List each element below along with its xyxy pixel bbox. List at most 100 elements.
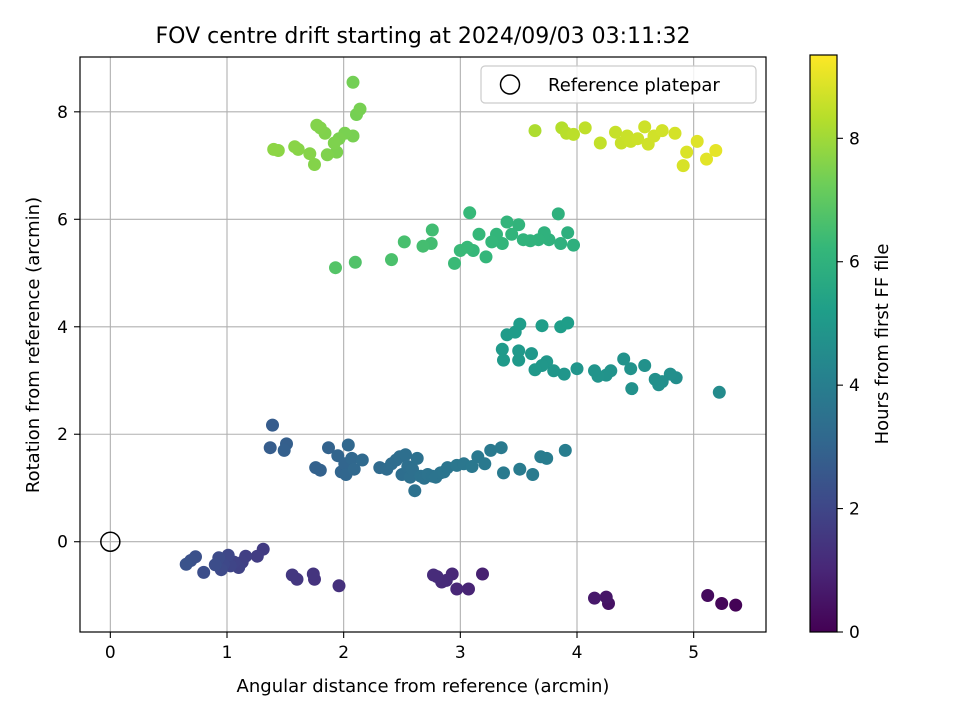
- data-point: [410, 451, 424, 465]
- data-point: [558, 443, 572, 457]
- plot-background: [80, 57, 766, 632]
- data-point: [588, 364, 601, 378]
- data-point: [479, 250, 493, 264]
- data-point: [310, 118, 324, 132]
- colorbar-tick-label: 8: [849, 129, 860, 149]
- data-point: [551, 207, 565, 221]
- data-point: [397, 235, 411, 249]
- x-tick-label: 4: [572, 643, 583, 663]
- data-point: [561, 316, 575, 330]
- data-point: [648, 372, 662, 386]
- data-point: [303, 147, 317, 161]
- data-point: [355, 453, 369, 467]
- data-point: [197, 565, 211, 579]
- colorbar-label: Hours from first FF file: [872, 244, 893, 445]
- data-point: [631, 132, 645, 146]
- data-point: [624, 362, 638, 376]
- data-point: [599, 590, 613, 604]
- data-point: [341, 438, 355, 452]
- data-point: [715, 597, 729, 610]
- data-point: [625, 382, 639, 396]
- data-point: [505, 227, 519, 241]
- data-point: [668, 126, 682, 140]
- data-point: [495, 342, 509, 356]
- data-point: [638, 359, 652, 372]
- data-point: [450, 582, 464, 596]
- data-point: [709, 144, 723, 157]
- data-point: [567, 127, 580, 141]
- data-point: [570, 362, 584, 376]
- data-point: [308, 158, 321, 171]
- data-point: [497, 466, 510, 480]
- y-tick-label: 0: [57, 533, 68, 553]
- data-point: [478, 457, 492, 471]
- data-point: [329, 261, 342, 275]
- x-tick-label: 1: [222, 643, 233, 663]
- colorbar-tick-label: 4: [849, 376, 860, 396]
- data-point: [425, 223, 439, 237]
- data-point: [500, 215, 514, 229]
- data-point: [332, 579, 346, 593]
- data-point: [593, 136, 607, 150]
- data-point: [516, 233, 530, 247]
- data-point: [638, 120, 652, 134]
- legend-marker: [499, 74, 521, 95]
- data-point: [567, 238, 580, 252]
- grid: [80, 57, 766, 632]
- y-tick-label: 8: [57, 103, 68, 123]
- data-point: [497, 353, 510, 367]
- data-point: [476, 567, 489, 581]
- data-point: [578, 121, 592, 135]
- data-point: [267, 142, 281, 156]
- data-point: [465, 460, 479, 473]
- data-point: [416, 239, 430, 253]
- data-point: [617, 352, 631, 366]
- x-axis-ticks: 0 1 2 3 4 5: [105, 632, 699, 663]
- y-tick-label: 2: [57, 425, 68, 445]
- data-point: [701, 589, 715, 602]
- data-point: [385, 253, 398, 267]
- data-point: [408, 484, 422, 498]
- data-point: [263, 441, 277, 455]
- x-tick-label: 2: [338, 643, 349, 663]
- data-point: [345, 451, 359, 465]
- colorbar-frame: [809, 54, 838, 633]
- data-point: [485, 235, 499, 249]
- y-axis-ticks: 0 2 4 6 8: [57, 103, 80, 553]
- x-tick-label: 0: [105, 643, 116, 663]
- colorbar-ticks: 0 2 4 6 8: [837, 129, 860, 643]
- data-point: [277, 443, 291, 457]
- y-tick-label: 4: [57, 318, 68, 338]
- data-point: [348, 255, 362, 269]
- x-tick-label: 5: [688, 643, 699, 663]
- data-point: [528, 124, 542, 138]
- colorbar: 0 2 4 6 8 Hours from first FF file: [809, 54, 893, 643]
- legend-label: Reference platepar: [548, 75, 720, 96]
- legend-box: [480, 65, 757, 104]
- data-point: [528, 363, 542, 377]
- chart-title: FOV centre drift starting at 2024/09/03 …: [156, 24, 691, 49]
- data-point: [399, 448, 412, 462]
- data-point: [676, 159, 690, 173]
- data-point: [320, 148, 334, 162]
- y-axis-label: Rotation from reference (arcmin): [23, 197, 44, 493]
- data-point: [535, 319, 549, 333]
- colorbar-gradient: [810, 55, 837, 632]
- colorbar-tick-label: 6: [849, 253, 860, 273]
- data-point: [179, 557, 193, 571]
- data-point: [588, 591, 601, 605]
- data-point: [513, 462, 527, 476]
- data-point: [690, 134, 704, 148]
- data-point: [346, 75, 360, 89]
- data-point: [561, 226, 575, 240]
- data-point: [347, 462, 361, 476]
- data-point: [427, 568, 440, 582]
- data-point: [306, 567, 320, 581]
- data-point: [655, 124, 669, 138]
- data-point: [700, 152, 713, 166]
- x-axis-label: Angular distance from reference (arcmin): [237, 676, 610, 697]
- plot-frame: [79, 56, 767, 633]
- data-point: [285, 568, 299, 582]
- data-point: [554, 237, 568, 250]
- data-point: [525, 347, 538, 361]
